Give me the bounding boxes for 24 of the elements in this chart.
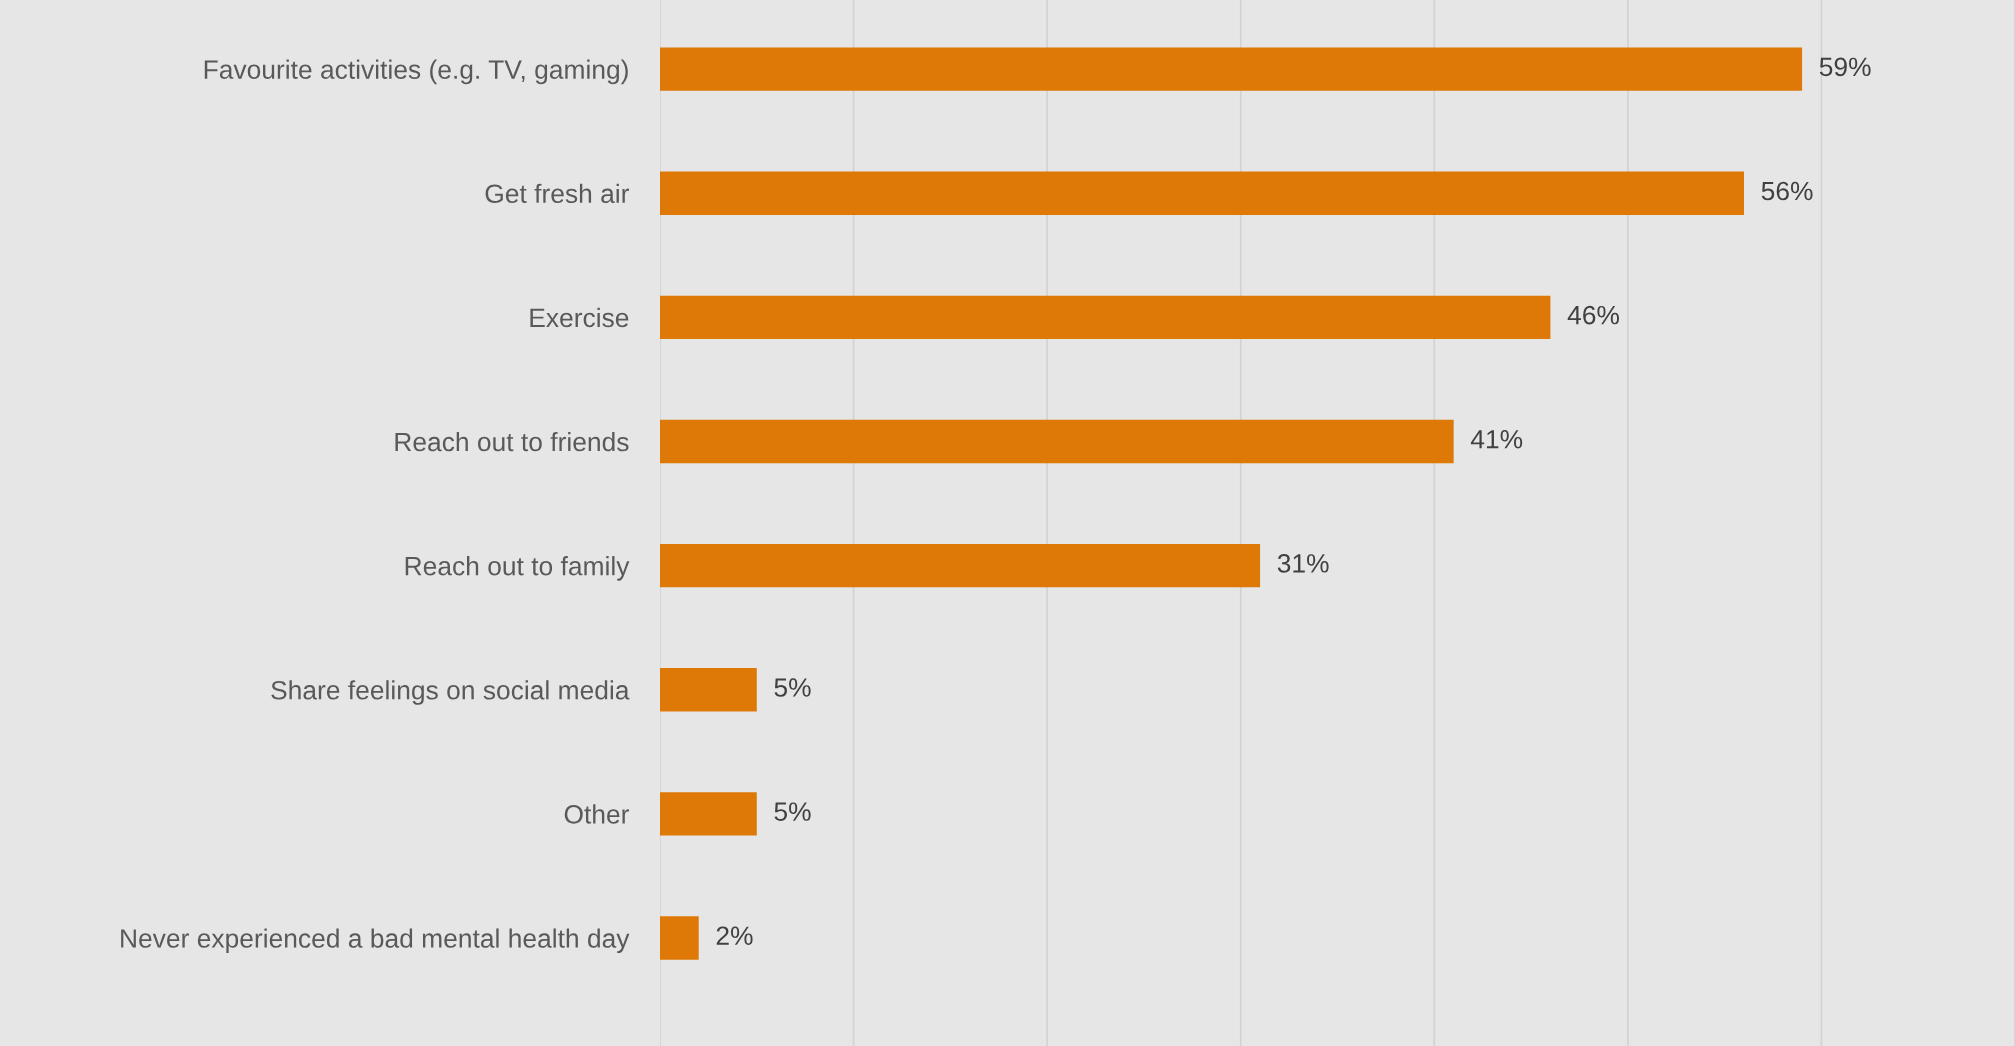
y-tick-label: Reach out to family [405,556,630,581]
data-label: 5% [774,678,811,697]
y-tick-label: Get fresh air [485,183,630,204]
y-tick-label: Other [564,804,630,824]
bar [660,419,1454,464]
y-tick-label: Exercise [530,307,629,328]
bar [660,47,1803,91]
data-label: 31% [1277,554,1329,573]
data-label: 46% [1567,305,1619,325]
y-tick-label: Share feelings on social media [271,680,630,705]
bar [660,792,757,836]
bar [660,668,757,712]
data-label: 41% [1470,430,1523,449]
data-label: 56% [1761,181,1813,201]
y-tick-label: Never experienced a bad mental health day [121,928,630,954]
bar [660,171,1744,215]
y-tick-label: Reach out to friends [395,431,629,452]
data-label: 59% [1819,57,1871,77]
data-label: 5% [774,802,811,821]
bar [660,543,1261,588]
bar [660,916,699,960]
bar [660,295,1551,340]
data-label: 2% [716,926,753,945]
y-tick-label: Favourite activities (e.g. TV, gaming) [204,59,628,85]
